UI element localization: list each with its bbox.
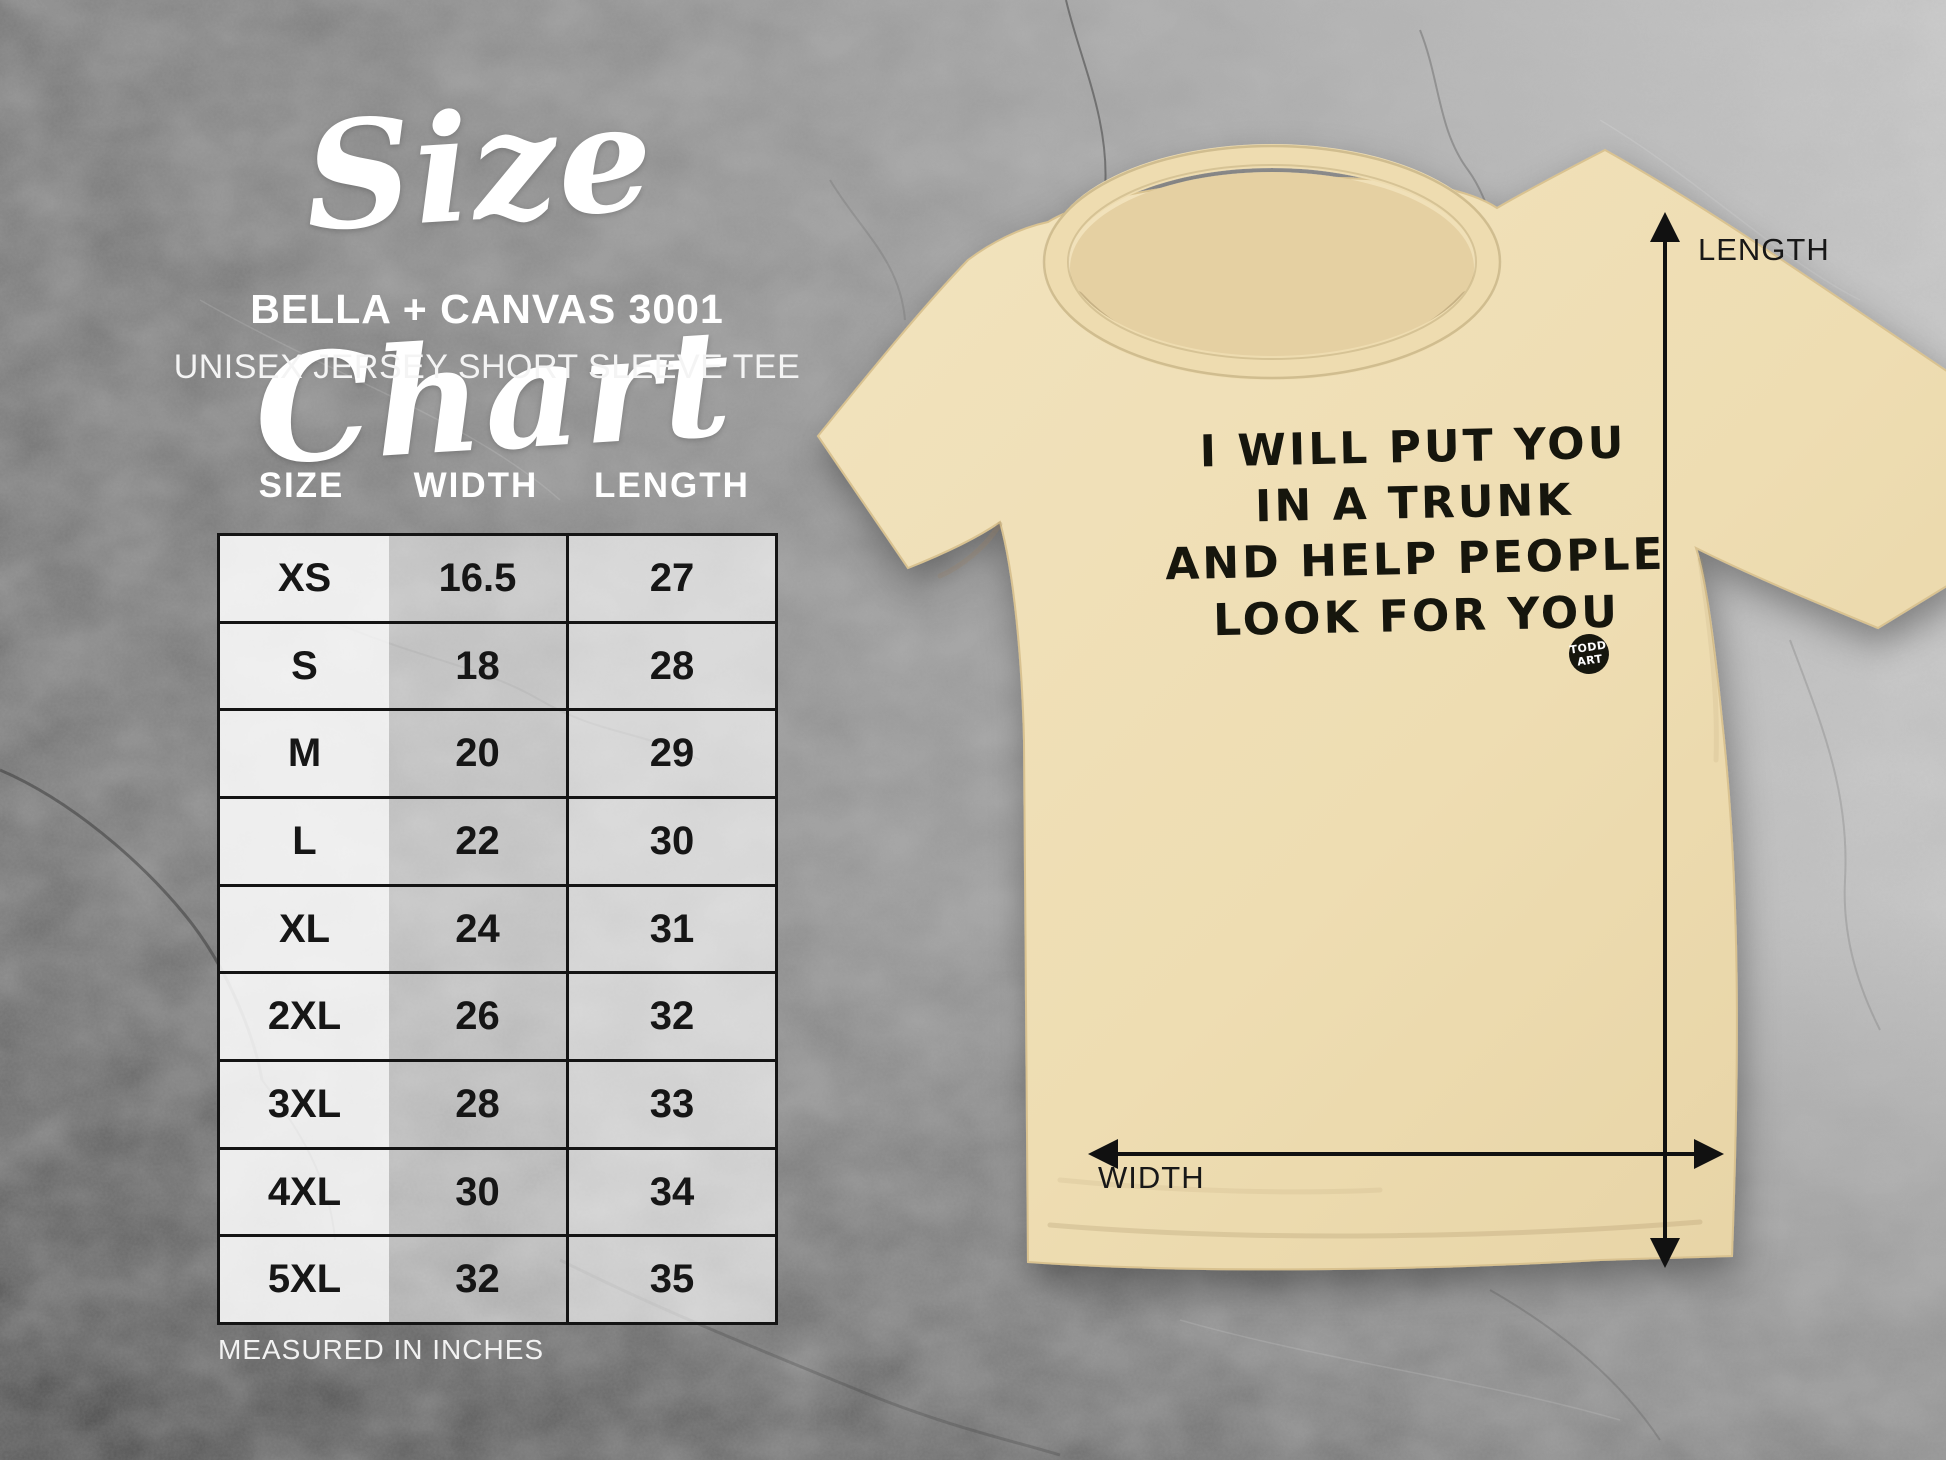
cell-size: 3XL (220, 1062, 389, 1147)
cell-width: 22 (389, 799, 566, 884)
table-row: S 18 28 (220, 620, 775, 709)
table-row: XS 16.5 27 (220, 536, 775, 621)
cell-size: M (220, 711, 389, 797)
table-row: 2XL 26 32 (220, 971, 775, 1060)
table-row: 4XL 30 34 (220, 1146, 775, 1235)
cell-length: 33 (566, 1062, 775, 1147)
graphic-line-3: AND HELP PEOPLE (1165, 529, 1666, 590)
table-row: M 20 29 (220, 708, 775, 797)
collar-seam (1042, 144, 1502, 380)
cell-width: 30 (389, 1149, 566, 1235)
product-name: BELLA + CANVAS 3001 (250, 286, 724, 332)
cell-length: 31 (566, 886, 775, 972)
table-row: XL 24 31 (220, 883, 775, 972)
cell-length: 30 (566, 799, 775, 884)
collar-inner-shadow (1073, 291, 1471, 372)
cell-size: 2XL (220, 974, 389, 1060)
table-row: 3XL 28 33 (220, 1059, 775, 1147)
dimension-arrows (1088, 212, 1724, 1268)
graphic-line-2: IN A TRUNK (1255, 475, 1574, 533)
graphic-line-1: I WILL PUT YOU (1199, 418, 1627, 478)
cell-size: S (220, 623, 389, 709)
graphic-line-4: LOOK FOR YOU (1213, 587, 1621, 647)
cell-width: 26 (389, 974, 566, 1060)
length-label: LENGTH (1698, 232, 1830, 267)
length-arrowhead-bottom (1650, 1238, 1680, 1268)
fabric-wrinkles (937, 521, 1719, 1239)
cell-size: 5XL (220, 1237, 389, 1323)
column-header-size: SIZE (258, 466, 345, 505)
column-header-length: LENGTH (594, 466, 750, 505)
cell-length: 29 (566, 711, 775, 797)
tshirt-body (816, 148, 1946, 1271)
page-title-script: Size Chart (249, 69, 738, 499)
column-header-width: WIDTH (413, 466, 539, 505)
collar-seam-inner (1067, 164, 1477, 360)
tshirt: I WILL PUT YOU IN A TRUNK AND HELP PEOPL… (816, 144, 1946, 1271)
cell-width: 32 (389, 1237, 566, 1323)
cell-length: 28 (566, 623, 775, 709)
todd-art-logo: TODD ART (1569, 634, 1609, 674)
logo-text-top: TODD (1569, 639, 1608, 657)
cell-width: 28 (389, 1062, 566, 1147)
table-row: L 22 30 (220, 796, 775, 884)
collar-opening (1070, 172, 1474, 364)
measurement-note: MEASURED IN INCHES (218, 1334, 545, 1365)
cell-size: XL (220, 886, 389, 972)
cell-size: L (220, 799, 389, 884)
cell-length: 35 (566, 1237, 775, 1323)
cell-width: 20 (389, 711, 566, 797)
size-table: XS 16.5 27 S 18 28 M 20 29 L 22 30 XL 24… (217, 533, 778, 1325)
shirt-graphic: I WILL PUT YOU IN A TRUNK AND HELP PEOPL… (1165, 418, 1666, 647)
width-label: WIDTH (1098, 1160, 1205, 1195)
cell-width: 24 (389, 886, 566, 972)
cell-length: 27 (566, 536, 775, 621)
cell-width: 16.5 (389, 536, 566, 621)
logo-text-bottom: ART (1576, 652, 1603, 668)
width-arrowhead-right (1694, 1139, 1724, 1169)
collar-band (1044, 144, 1500, 380)
cell-width: 18 (389, 623, 566, 709)
cell-length: 34 (566, 1149, 775, 1235)
width-arrowhead-left (1088, 1139, 1118, 1169)
cell-length: 32 (566, 974, 775, 1060)
product-subtitle: UNISEX JERSEY SHORT SLEEVE TEE (173, 348, 801, 386)
cell-size: 4XL (220, 1149, 389, 1235)
table-row: 5XL 32 35 (220, 1234, 775, 1323)
cell-size: XS (220, 536, 389, 621)
length-arrowhead-top (1650, 212, 1680, 242)
